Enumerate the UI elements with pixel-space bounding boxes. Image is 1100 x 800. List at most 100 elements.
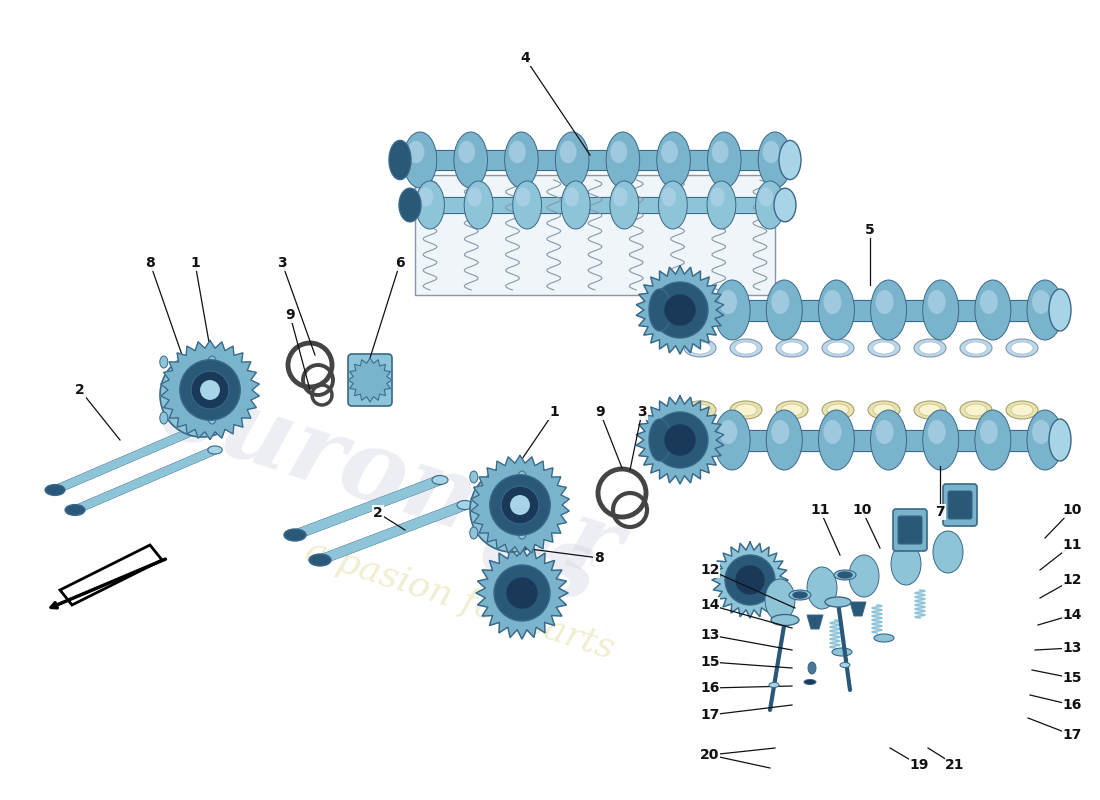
Text: 17: 17: [1063, 728, 1081, 742]
Ellipse shape: [1049, 289, 1071, 331]
Ellipse shape: [923, 410, 959, 470]
Ellipse shape: [513, 181, 541, 229]
Text: 2: 2: [373, 506, 383, 520]
Ellipse shape: [891, 543, 921, 585]
Ellipse shape: [735, 404, 757, 416]
Ellipse shape: [868, 401, 900, 419]
Ellipse shape: [776, 339, 808, 357]
Text: 14: 14: [701, 598, 719, 612]
Text: 1: 1: [190, 256, 200, 270]
Text: 11: 11: [1063, 538, 1081, 552]
Ellipse shape: [918, 342, 940, 354]
Text: 15: 15: [1063, 671, 1081, 685]
Ellipse shape: [454, 132, 487, 188]
Ellipse shape: [730, 401, 762, 419]
Ellipse shape: [975, 280, 1011, 340]
Ellipse shape: [771, 290, 790, 314]
Ellipse shape: [661, 141, 678, 163]
Ellipse shape: [849, 555, 879, 597]
Text: 12: 12: [1063, 573, 1081, 587]
Circle shape: [507, 578, 537, 608]
Circle shape: [652, 412, 708, 468]
Text: euromar: euromar: [147, 360, 632, 600]
Ellipse shape: [764, 579, 795, 621]
Circle shape: [486, 484, 538, 536]
Text: 20: 20: [701, 748, 719, 762]
Ellipse shape: [827, 404, 849, 416]
Ellipse shape: [876, 290, 893, 314]
Ellipse shape: [960, 339, 992, 357]
Ellipse shape: [840, 662, 850, 667]
Ellipse shape: [762, 141, 780, 163]
Text: 5: 5: [865, 223, 874, 237]
Polygon shape: [60, 545, 162, 605]
Polygon shape: [636, 396, 724, 484]
Text: 13: 13: [1063, 641, 1081, 655]
Ellipse shape: [649, 289, 671, 331]
Circle shape: [666, 295, 695, 325]
Ellipse shape: [389, 141, 411, 180]
Ellipse shape: [1032, 290, 1050, 314]
Circle shape: [502, 486, 539, 524]
Ellipse shape: [707, 132, 741, 188]
Ellipse shape: [662, 410, 698, 470]
Polygon shape: [348, 358, 392, 402]
Polygon shape: [807, 615, 823, 629]
Text: 12: 12: [701, 563, 719, 577]
FancyBboxPatch shape: [893, 509, 927, 551]
Ellipse shape: [561, 181, 590, 229]
Ellipse shape: [793, 592, 807, 598]
Circle shape: [666, 425, 695, 455]
Ellipse shape: [432, 475, 448, 485]
FancyBboxPatch shape: [948, 491, 972, 519]
Polygon shape: [476, 547, 568, 639]
Ellipse shape: [781, 404, 803, 416]
Ellipse shape: [870, 280, 906, 340]
Circle shape: [176, 369, 228, 421]
Ellipse shape: [516, 187, 530, 206]
Ellipse shape: [711, 187, 725, 206]
FancyBboxPatch shape: [943, 484, 977, 526]
Text: 1: 1: [549, 405, 559, 419]
Ellipse shape: [208, 412, 216, 424]
Ellipse shape: [609, 181, 639, 229]
Ellipse shape: [827, 342, 849, 354]
Ellipse shape: [804, 679, 816, 685]
Ellipse shape: [807, 567, 837, 609]
Ellipse shape: [610, 141, 627, 163]
Ellipse shape: [689, 404, 711, 416]
Ellipse shape: [1006, 401, 1038, 419]
Ellipse shape: [923, 280, 959, 340]
Ellipse shape: [419, 187, 433, 206]
Ellipse shape: [564, 187, 579, 206]
Ellipse shape: [1011, 342, 1033, 354]
Text: 15: 15: [701, 655, 719, 669]
Ellipse shape: [505, 132, 538, 188]
Ellipse shape: [662, 280, 698, 340]
Ellipse shape: [284, 529, 306, 541]
Text: 3: 3: [637, 405, 647, 419]
Ellipse shape: [876, 420, 893, 444]
Ellipse shape: [404, 132, 437, 188]
Ellipse shape: [818, 410, 855, 470]
Circle shape: [160, 353, 244, 437]
Text: 16: 16: [1063, 698, 1081, 712]
Text: a pasion for parts: a pasion for parts: [301, 534, 619, 666]
Ellipse shape: [309, 554, 331, 566]
Text: 19: 19: [910, 758, 928, 772]
Ellipse shape: [965, 342, 987, 354]
Circle shape: [725, 555, 775, 605]
Ellipse shape: [789, 590, 811, 600]
Text: 10: 10: [852, 503, 871, 517]
Ellipse shape: [774, 188, 796, 222]
Ellipse shape: [1006, 339, 1038, 357]
Ellipse shape: [518, 527, 526, 539]
Ellipse shape: [208, 446, 222, 454]
Ellipse shape: [613, 187, 627, 206]
Ellipse shape: [1027, 410, 1063, 470]
Ellipse shape: [824, 420, 842, 444]
Circle shape: [201, 381, 219, 399]
Ellipse shape: [667, 290, 685, 314]
Ellipse shape: [707, 181, 736, 229]
Ellipse shape: [927, 420, 946, 444]
